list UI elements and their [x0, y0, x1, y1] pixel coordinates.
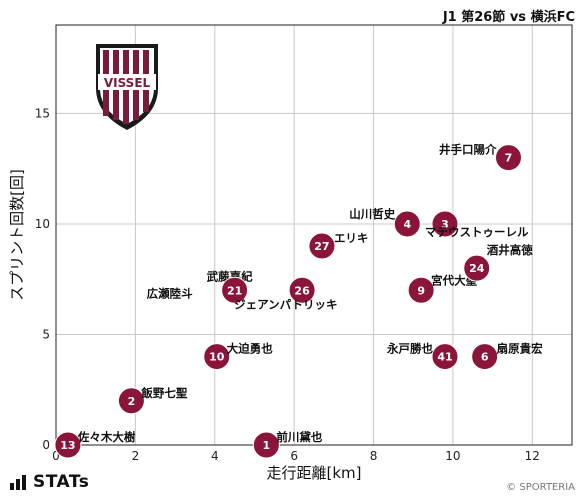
y-tick-label: 5: [42, 327, 50, 341]
point-marker: [117, 387, 145, 415]
data-point: 21 広瀬陸斗: [147, 276, 249, 304]
point-name-label: エリキ: [334, 231, 369, 245]
point-number-label: 27: [314, 240, 329, 253]
point-marker: [221, 276, 249, 304]
y-tick-label: 10: [35, 217, 50, 231]
data-point: 6 扇原貴宏: [471, 342, 543, 371]
data-point: 9 宮代大聖: [407, 273, 478, 304]
x-tick-label: 6: [290, 449, 298, 463]
point-name-label: 永戸勝也: [386, 342, 433, 356]
point-number-label: 1: [263, 439, 271, 452]
y-tick-label: 0: [42, 438, 50, 452]
data-point: 7 井手口陽介: [439, 143, 522, 172]
point-marker: [407, 276, 435, 304]
point-marker: [288, 276, 316, 304]
x-tick-label: 4: [211, 449, 219, 463]
x-tick-label: 10: [445, 449, 460, 463]
point-name-label: 広瀬陸斗: [147, 286, 193, 300]
point-marker: [471, 343, 499, 371]
x-tick-label: 2: [132, 449, 140, 463]
data-point: 27 エリキ: [308, 231, 369, 260]
logo-text: VISSEL: [104, 76, 151, 90]
point-name-label: 前川黛也: [276, 430, 322, 444]
point-name-label: 宮代大聖: [431, 273, 477, 287]
point-number-label: 10: [209, 351, 225, 364]
point-number-label: 7: [505, 152, 513, 165]
point-name-label: 飯野七聖: [140, 386, 187, 400]
x-tick-label: 12: [525, 449, 540, 463]
data-point: 41 永戸勝也: [386, 342, 459, 371]
point-name-label: 酒井高徳: [487, 243, 533, 257]
point-number-label: 6: [481, 351, 489, 364]
point-name-label: マテウストゥーレル: [425, 225, 529, 239]
brand-text: STATs: [33, 472, 90, 492]
point-number-label: 2: [128, 395, 136, 408]
point-marker: [203, 343, 231, 371]
point-marker: [308, 232, 336, 260]
point-number-label: 3: [441, 218, 449, 231]
point-name-label: 大迫勇也: [227, 342, 273, 356]
point-name-label: 山川哲史: [349, 207, 395, 221]
point-number-label: 24: [469, 262, 485, 275]
point-name-label: 佐々木大樹: [77, 430, 136, 444]
y-axis-label: スプリント回数[回]: [8, 169, 26, 301]
point-name-label: 井手口陽介: [439, 143, 497, 157]
point-marker: [393, 210, 421, 238]
point-number-label: 9: [417, 284, 425, 297]
y-tick-label: 15: [35, 106, 50, 120]
x-tick-label: 0: [52, 449, 60, 463]
point-marker: [431, 210, 459, 238]
x-axis-label: 走行距離[km]: [266, 464, 361, 482]
data-point: 2 飯野七聖: [117, 386, 188, 415]
stats-logo-icon: [10, 474, 28, 490]
stats-brand: STATs: [10, 472, 89, 492]
data-points: 13佐々木大樹2飯野七聖10大迫勇也1前川黛也11武藤嘉紀21広瀬陸斗26ジェア…: [54, 143, 543, 459]
point-number-label: 21: [227, 284, 242, 297]
vissel-logo: VISSEL: [96, 44, 158, 130]
point-marker: [463, 254, 491, 282]
point-marker: [431, 343, 459, 371]
copyright: © SPORTERIA: [506, 482, 575, 493]
data-point: 1 前川黛也: [252, 430, 323, 459]
chart-title: J1 第26節 vs 横浜FC: [442, 10, 575, 25]
point-number-label: 26: [294, 284, 310, 297]
point-number-label: 4: [403, 218, 411, 231]
x-tick-label: 8: [370, 449, 378, 463]
data-point: 4 山川哲史: [349, 207, 421, 238]
point-number-label: 13: [60, 439, 75, 452]
point-marker: [252, 431, 280, 459]
point-name-label: ジェアンパトリッキ: [234, 297, 337, 311]
point-marker: [54, 431, 82, 459]
point-number-label: 41: [437, 351, 452, 364]
plot-frame: [55, 24, 573, 446]
point-marker: [494, 144, 522, 172]
point-name-label: 扇原貴宏: [497, 342, 543, 356]
